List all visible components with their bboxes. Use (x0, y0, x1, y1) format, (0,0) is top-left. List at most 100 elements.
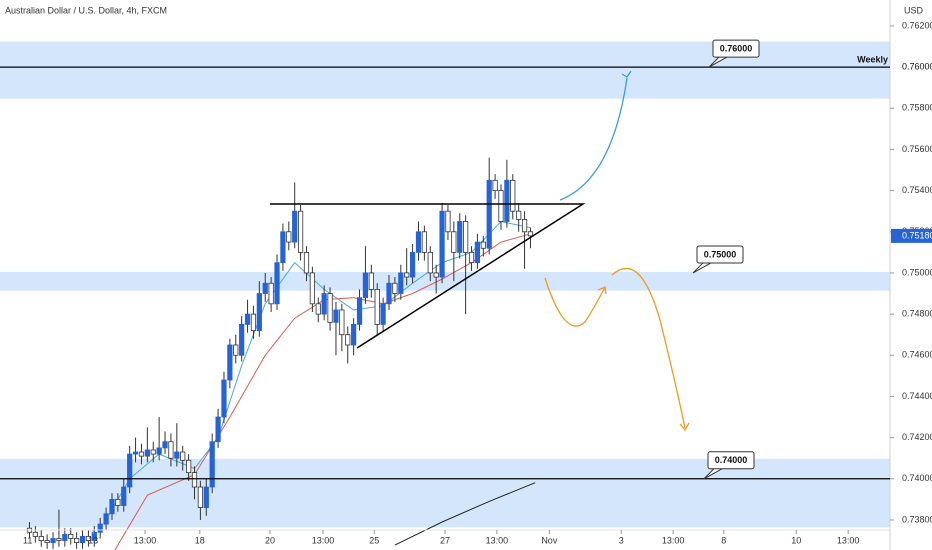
candle-body (451, 231, 457, 253)
x-tick-label: 8 (721, 535, 726, 545)
candle-body (150, 449, 156, 455)
candle-body (374, 289, 380, 325)
candle-body (504, 179, 510, 222)
candle-body (445, 210, 451, 233)
y-tick-label: 0.73800 (902, 514, 932, 524)
x-tick-label: 13:00 (662, 535, 685, 545)
candle-body (227, 344, 233, 381)
candle-body (274, 262, 280, 305)
candle-body (480, 241, 486, 249)
y-tick-label: 0.75600 (902, 144, 932, 154)
y-tick-label: 0.75800 (902, 103, 932, 113)
last-price-label: 0.75180 (902, 230, 932, 240)
candle-body (56, 538, 62, 541)
candle-body (38, 536, 44, 541)
chart-title: Australian Dollar / U.S. Dollar, 4h, FXC… (5, 5, 167, 15)
candle-body (32, 531, 38, 537)
candle-body (380, 303, 386, 325)
candle-body (333, 309, 339, 323)
callout-pointer (708, 56, 728, 68)
callout-box (696, 245, 744, 264)
y-tick-label: 0.75000 (902, 267, 932, 277)
candle-body (280, 231, 286, 264)
candle-body (50, 538, 56, 543)
candle-body (457, 221, 463, 253)
candle-body (327, 293, 333, 323)
candle-body (74, 538, 80, 543)
y-tick-label: 0.74400 (902, 391, 932, 401)
candle-body (244, 313, 251, 325)
candle-body (256, 293, 262, 331)
candle-body (356, 297, 363, 325)
candle-body (209, 441, 215, 488)
y-tick-label: 0.74600 (902, 350, 932, 360)
candle-body (68, 533, 74, 539)
level-axis-label: 0.76000 (902, 61, 932, 71)
candle-body (186, 459, 192, 474)
candle-body (180, 451, 186, 461)
candle-body (362, 272, 369, 299)
x-tick-label: 13 (88, 535, 98, 545)
bear-arrow-a-head (597, 286, 607, 295)
candle-body (521, 219, 528, 233)
candle-body (79, 536, 86, 543)
y-tick-label: 0.74000 (902, 473, 932, 483)
candle-body (121, 486, 127, 506)
candle-body (144, 449, 150, 457)
x-tick-label: 13:00 (486, 535, 509, 545)
candle-body (109, 498, 115, 515)
bear-arrow-b (611, 267, 686, 429)
candle-body (474, 241, 481, 264)
candle-body (468, 251, 475, 264)
candle-body (250, 313, 257, 331)
candle-body (215, 416, 221, 443)
candle-body (516, 210, 522, 220)
x-tick-label: 20 (265, 535, 275, 545)
zone (0, 458, 890, 528)
x-tick-label: 13:00 (837, 535, 860, 545)
candle-body (262, 282, 268, 294)
x-tick-label: 27 (440, 535, 450, 545)
candle-body (309, 272, 315, 305)
candle-body (233, 344, 239, 356)
bear-arrow-a (544, 277, 606, 327)
currency: USD (904, 5, 924, 15)
zone (0, 271, 890, 291)
callout-box (712, 39, 760, 58)
bull-arrow (559, 77, 628, 201)
candle-body (297, 210, 304, 253)
candle-body (351, 324, 357, 346)
candle-body (221, 379, 227, 418)
candle-body (368, 272, 374, 290)
candle-body (398, 272, 404, 294)
last-price-box (891, 228, 932, 243)
candle-body (197, 486, 203, 508)
candle-body (44, 540, 50, 543)
candle-body (168, 441, 174, 459)
y-tick-label: 0.74800 (902, 308, 932, 318)
candle-body (138, 451, 145, 457)
candle-body (286, 231, 292, 243)
callout-label: 0.74000 (715, 455, 748, 465)
candle-body (498, 190, 504, 222)
candle-body (115, 498, 121, 506)
weekly-label: Weekly (857, 54, 888, 64)
candle-body (392, 282, 398, 294)
callout-pointer (692, 262, 712, 274)
candle-body (85, 536, 92, 541)
candle-body (439, 210, 445, 278)
candle-body (321, 293, 327, 315)
candle-body (303, 251, 310, 274)
x-tick-label: 13:00 (134, 535, 157, 545)
candle-body (162, 441, 168, 449)
candle-body (486, 179, 492, 249)
candle-body (127, 453, 133, 488)
x-tick-label: 25 (369, 535, 379, 545)
candle-body (527, 231, 534, 237)
candle-body (510, 179, 516, 212)
x-tick-label: 18 (195, 535, 205, 545)
x-tick-label: 11 (23, 535, 32, 545)
candle-body (409, 251, 416, 278)
candle-body (292, 210, 298, 243)
